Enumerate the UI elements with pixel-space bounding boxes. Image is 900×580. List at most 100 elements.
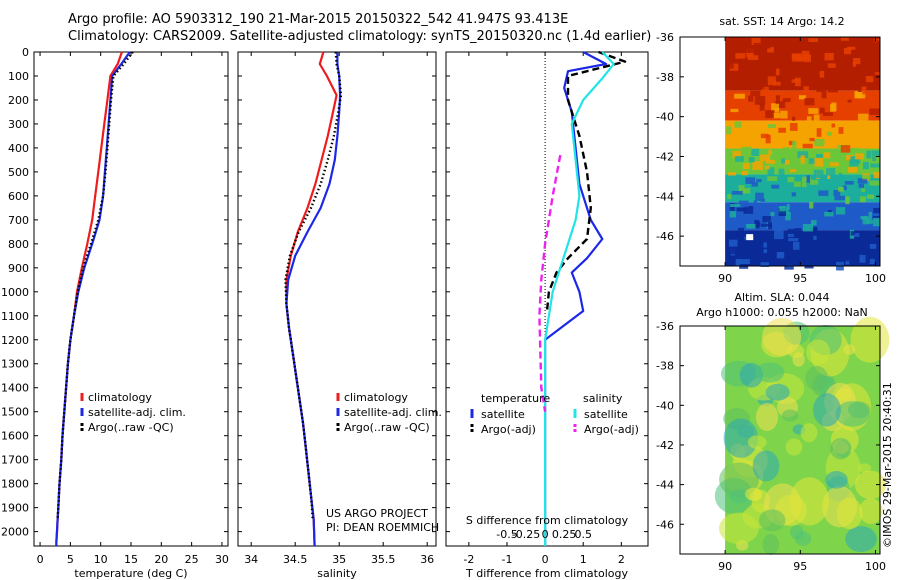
sst-texture: [859, 254, 866, 263]
sst-texture: [815, 56, 820, 66]
sst-texture: [783, 61, 792, 66]
sst-texture: [787, 228, 796, 233]
salinity-diff-tick-label: -0.5: [496, 528, 517, 541]
sla-map-title-2: Argo h1000: 0.055 h2000: NaN: [696, 306, 868, 319]
sst-texture: [819, 107, 825, 114]
depth-tick-label: 1300: [1, 358, 29, 371]
sst-texture: [855, 41, 861, 48]
sst-map-ytick-label: -38: [656, 71, 674, 84]
sst-texture: [811, 220, 817, 226]
depth-tick-label: 1600: [1, 430, 29, 443]
sst-texture: [729, 63, 739, 71]
depth-tick-label: 600: [8, 190, 29, 203]
sst-texture: [746, 69, 755, 74]
sst-texture: [745, 177, 756, 184]
sst-texture: [770, 212, 775, 217]
sst-texture: [811, 78, 821, 88]
sst-texture: [725, 260, 730, 265]
depth-tick-label: 1900: [1, 502, 29, 515]
sst-texture: [859, 196, 867, 203]
sla-map-frame: [679, 325, 881, 555]
salinity-diff-tick-label: 0: [542, 528, 549, 541]
sst-texture: [782, 147, 790, 153]
sst-texture: [750, 90, 761, 97]
sst-texture: [853, 57, 861, 65]
sst-texture: [824, 52, 834, 61]
salinity-xtick-label: 36: [420, 553, 434, 566]
sst-texture: [827, 85, 838, 93]
temperature-xtick-label: 30: [215, 553, 229, 566]
sst-map-frame: [679, 36, 881, 267]
sst-texture: [767, 167, 775, 177]
sst-texture: [794, 228, 802, 232]
legend-label: satellite-adj. clim.: [88, 406, 186, 419]
sst-texture: [771, 103, 779, 111]
sst-texture: [845, 259, 850, 265]
sst-texture: [873, 60, 880, 68]
sla-map-title-1: Altim. SLA: 0.044: [734, 291, 829, 304]
sst-texture: [836, 243, 845, 252]
sla-blob: [747, 435, 767, 450]
sst-texture: [835, 55, 840, 64]
sst-texture: [845, 196, 850, 205]
sst-texture: [869, 108, 880, 115]
sst-texture: [801, 178, 807, 188]
sst-texture: [790, 169, 797, 173]
sla-blob: [789, 477, 830, 526]
sst-texture: [871, 150, 880, 156]
sst-texture: [792, 241, 800, 250]
sst-texture: [738, 227, 744, 235]
sst-texture: [774, 101, 786, 109]
sst-texture: [873, 217, 880, 227]
sst-texture: [726, 126, 732, 135]
sla-blob: [755, 362, 785, 383]
sst-texture: [813, 169, 824, 179]
sst-texture: [861, 241, 871, 245]
sst-texture: [856, 76, 865, 81]
sst-texture: [810, 179, 819, 185]
sst-texture: [788, 140, 795, 146]
temperature-xlabel: temperature (deg C): [74, 567, 187, 580]
sla-blob: [758, 509, 786, 532]
sst-texture: [794, 181, 801, 187]
depth-tick-label: 1500: [1, 406, 29, 419]
project-pi: PI: DEAN ROEMMICH: [326, 521, 439, 534]
sst-texture: [765, 165, 770, 170]
sst-texture: [783, 159, 790, 165]
difference-xlabel: T difference from climatology: [465, 567, 628, 580]
sst-texture: [779, 205, 786, 212]
sst-texture: [779, 77, 785, 86]
salinity-series-1: [285, 52, 342, 547]
sst-texture: [727, 60, 734, 69]
sst-texture: [754, 96, 766, 105]
sst-texture: [729, 203, 741, 208]
depth-tick-label: 1800: [1, 478, 29, 491]
sla-blob: [835, 388, 852, 400]
depth-tick-label: 1100: [1, 310, 29, 323]
salinity-xtick-label: 35.5: [371, 553, 396, 566]
sst-texture: [816, 84, 822, 92]
sla-map-ytick-label: -46: [656, 518, 674, 531]
sst-texture: [792, 116, 796, 121]
sst-texture: [778, 127, 786, 133]
sst-texture: [739, 264, 749, 269]
sst-texture: [751, 37, 761, 46]
depth-tick-label: 1000: [1, 286, 29, 299]
sla-blob: [744, 487, 763, 501]
sst-texture: [759, 83, 765, 89]
depth-tick-label: 1200: [1, 334, 29, 347]
sst-texture: [787, 233, 794, 238]
sst-texture: [778, 168, 785, 177]
sst-texture: [756, 179, 762, 183]
sst-texture: [814, 158, 824, 167]
sst-texture: [873, 171, 880, 179]
sla-blob: [813, 393, 841, 427]
sst-texture: [865, 76, 874, 83]
temperature-xtick-label: 25: [185, 553, 199, 566]
sst-texture: [763, 242, 767, 248]
sst-texture: [851, 147, 859, 152]
sst-texture: [869, 68, 880, 73]
sla-blob: [850, 316, 890, 363]
sst-texture: [768, 149, 772, 155]
